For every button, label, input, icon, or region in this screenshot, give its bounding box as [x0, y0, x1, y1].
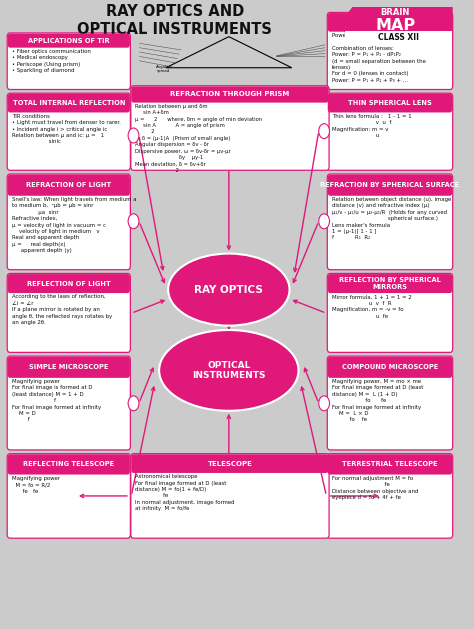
FancyBboxPatch shape [327, 174, 453, 270]
FancyBboxPatch shape [7, 356, 130, 450]
FancyBboxPatch shape [8, 357, 130, 378]
Text: Magnifying power
  M = fo = R/2
      fe   fe: Magnifying power M = fo = R/2 fe fe [12, 476, 60, 494]
FancyBboxPatch shape [8, 175, 130, 196]
Circle shape [319, 396, 329, 411]
Text: CLASS XII: CLASS XII [378, 33, 419, 42]
FancyBboxPatch shape [328, 357, 452, 378]
FancyBboxPatch shape [4, 7, 454, 33]
FancyBboxPatch shape [328, 175, 452, 196]
FancyBboxPatch shape [8, 454, 130, 474]
FancyBboxPatch shape [328, 13, 452, 31]
Text: RAY OPTICS AND
OPTICAL INSTRUMENTS: RAY OPTICS AND OPTICAL INSTRUMENTS [77, 4, 273, 37]
Text: REFRACTION OF LIGHT: REFRACTION OF LIGHT [26, 182, 111, 188]
FancyBboxPatch shape [8, 94, 130, 113]
Text: MAP: MAP [375, 18, 415, 33]
FancyBboxPatch shape [131, 454, 328, 473]
Text: Snell's law: When light travels from medium a
to medium b,  ᵃμb = μb = sinr
    : Snell's law: When light travels from med… [12, 197, 136, 253]
FancyBboxPatch shape [328, 94, 452, 113]
FancyBboxPatch shape [327, 13, 453, 89]
Text: For normal adjustment M = fo
                              fe
Distance between o: For normal adjustment M = fo fe Distance… [332, 476, 418, 500]
Text: • Fiber optics communication
• Medical endoscopy
• Periscope (Using prism)
• Spa: • Fiber optics communication • Medical e… [12, 49, 91, 73]
FancyBboxPatch shape [7, 93, 130, 170]
Text: OPTICAL
INSTRUMENTS: OPTICAL INSTRUMENTS [192, 360, 265, 380]
FancyBboxPatch shape [131, 454, 329, 538]
FancyBboxPatch shape [131, 86, 328, 103]
Text: REFLECTION OF LIGHT: REFLECTION OF LIGHT [27, 281, 110, 287]
Text: REFLECTION BY SPHERICAL
MIRRORS: REFLECTION BY SPHERICAL MIRRORS [339, 277, 441, 290]
FancyBboxPatch shape [7, 274, 130, 352]
FancyBboxPatch shape [7, 174, 130, 270]
Text: COMPOUND MICROSCOPE: COMPOUND MICROSCOPE [342, 364, 438, 370]
FancyBboxPatch shape [7, 33, 130, 89]
Text: TELESCOPE: TELESCOPE [208, 460, 252, 467]
FancyBboxPatch shape [8, 33, 130, 48]
Text: TERRESTRIAL TELESCOPE: TERRESTRIAL TELESCOPE [342, 462, 438, 467]
Text: TOTAL INTERNAL REFLECTION: TOTAL INTERNAL REFLECTION [12, 100, 125, 106]
FancyBboxPatch shape [327, 274, 453, 352]
Ellipse shape [159, 330, 299, 411]
FancyBboxPatch shape [327, 356, 453, 450]
Text: Relation between μ and δm
     sin A+δm
μ =      2      where, δm = angle of min: Relation between μ and δm sin A+δm μ = 2… [135, 104, 263, 173]
Text: REFLECTING TELESCOPE: REFLECTING TELESCOPE [23, 462, 114, 467]
Text: RAY OPTICS: RAY OPTICS [194, 284, 263, 294]
FancyBboxPatch shape [327, 93, 453, 170]
Text: APPLICATIONS OF TIR: APPLICATIONS OF TIR [28, 38, 109, 43]
FancyBboxPatch shape [8, 274, 130, 293]
Circle shape [128, 396, 139, 411]
Text: Astronomical telescope
For final image formed at D (least
distance) M = fo(1 + f: Astronomical telescope For final image f… [135, 474, 235, 511]
Polygon shape [339, 7, 453, 43]
Text: Thin lens formula :   1 - 1 = 1
                         v  u  f
Magnification: : Thin lens formula : 1 - 1 = 1 v u f Magn… [332, 114, 411, 138]
Circle shape [319, 214, 329, 229]
Text: TIR conditions
• Light must travel from denser to rarer.
• Incident angle i > cr: TIR conditions • Light must travel from … [12, 114, 120, 144]
FancyBboxPatch shape [7, 454, 130, 538]
Text: Magnifying power, M = mo × me
For final image formed at D (least
distance) M =  : Magnifying power, M = mo × me For final … [332, 379, 423, 423]
Text: POWER OF LENSES: POWER OF LENSES [355, 19, 425, 25]
Text: BRAIN: BRAIN [381, 8, 410, 17]
FancyBboxPatch shape [345, 31, 452, 43]
FancyBboxPatch shape [328, 454, 452, 474]
Text: Magnifying power
For final image is formed at D
(least distance) M = 1 + D
     : Magnifying power For final image is form… [12, 379, 101, 423]
Text: Relation between object distance (u), image
distance (v) and refractive index (μ: Relation between object distance (u), im… [332, 197, 451, 240]
Text: Mirror formula, 1 + 1 = 1 = 2
                     u  v  f  R
Magnification, m =: Mirror formula, 1 + 1 = 1 = 2 u v f R Ma… [332, 294, 411, 318]
Text: REFRACTION BY SPHERICAL SURFACE: REFRACTION BY SPHERICAL SURFACE [320, 182, 460, 188]
FancyBboxPatch shape [327, 454, 453, 538]
Text: Angular
spread: Angular spread [156, 65, 171, 73]
Text: Power of lens :  P =    1   
                    f (in m)
Combination of lenses:: Power of lens : P = 1 f (in m) Combinati… [332, 33, 426, 83]
Ellipse shape [168, 253, 290, 326]
Circle shape [128, 214, 139, 229]
Circle shape [319, 124, 329, 138]
Text: According to the laws of reflection,
∠i = ∠r
If a plane mirror is rotated by an
: According to the laws of reflection, ∠i … [12, 294, 112, 325]
FancyBboxPatch shape [131, 86, 329, 170]
Circle shape [128, 128, 139, 143]
Text: SIMPLE MICROSCOPE: SIMPLE MICROSCOPE [29, 364, 109, 370]
Text: THIN SPHERICAL LENS: THIN SPHERICAL LENS [348, 100, 432, 106]
FancyBboxPatch shape [328, 274, 452, 293]
Text: REFRACTION THROUGH PRISM: REFRACTION THROUGH PRISM [170, 91, 290, 97]
